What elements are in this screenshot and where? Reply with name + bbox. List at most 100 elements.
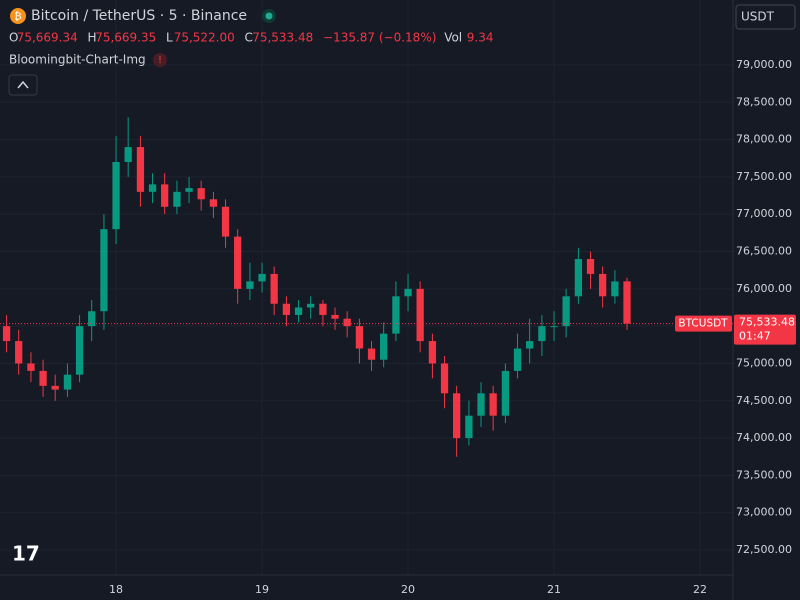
candles — [2, 117, 631, 457]
candle-body — [197, 188, 205, 200]
countdown: 01:47 — [739, 330, 771, 343]
coin-glyph: ₿ — [14, 11, 21, 23]
tv-logo: 17 — [12, 542, 40, 566]
candle-body — [88, 311, 96, 327]
volume-key: Vol — [444, 31, 462, 45]
candle-body — [550, 326, 558, 328]
candle-body — [63, 374, 72, 390]
axes: 72,500.00 73,000.00 73,500.00 74,000.00 74,5… — [0, 58, 796, 596]
y-tick-label: 73,000.00 — [736, 506, 792, 519]
candle-body — [355, 326, 364, 349]
candle-body — [501, 370, 510, 416]
indicator-name: Bloomingbit-Chart-Img — [9, 53, 146, 67]
symbol: BTCUSDT — [678, 318, 728, 330]
coin-icon — [10, 8, 26, 24]
candle-body — [112, 161, 120, 230]
candle-body — [124, 147, 132, 162]
candle-body — [319, 303, 327, 315]
candle-body — [513, 348, 522, 371]
currency: USDT — [741, 10, 775, 24]
warning-glyph: ! — [158, 55, 162, 66]
chart-title: Bitcoin / TetherUS · 5 · Binance — [31, 8, 247, 24]
candle-body — [307, 303, 315, 308]
candle-body — [416, 288, 424, 342]
candle-body — [526, 341, 534, 349]
candle-body — [477, 393, 485, 416]
candle-body — [282, 303, 291, 315]
candle-body — [392, 296, 400, 334]
candle-body — [39, 370, 47, 386]
y-tick-label: 78,500.00 — [736, 95, 792, 108]
candle-body — [331, 314, 339, 319]
candle-body — [185, 188, 193, 192]
candle-body — [161, 184, 169, 207]
ohlc-value: 75,669.34 — [17, 31, 78, 45]
y-tick-label: 76,500.00 — [736, 245, 792, 258]
x-tick-label: 19 — [255, 583, 269, 596]
candle-body — [453, 393, 461, 439]
x-tick-label: 22 — [693, 583, 707, 596]
candle-body — [100, 229, 108, 312]
candle-body — [428, 341, 437, 364]
candle-body — [136, 147, 145, 192]
candle-body — [51, 385, 59, 390]
status-dot — [265, 12, 273, 20]
candle-body — [246, 281, 254, 289]
candle-body — [598, 273, 607, 297]
collapse-arrow — [17, 80, 29, 89]
ohlc-key: C — [245, 31, 253, 45]
y-tick-label: 73,500.00 — [736, 468, 792, 481]
candle-body — [404, 288, 412, 297]
candle-body — [611, 281, 619, 297]
candle-body — [440, 363, 449, 394]
y-tick-label: 75,000.00 — [736, 356, 792, 369]
grid — [0, 0, 733, 575]
candle-body — [367, 348, 376, 360]
change: −135.87 (−0.18%) — [323, 31, 436, 45]
candle-body — [465, 415, 473, 439]
ohlc-legend: O75,669.34 H75,669.35 L 75,522.00 C 75,533.48… — [9, 31, 494, 45]
candle-body — [270, 273, 278, 304]
candle-body — [380, 333, 388, 360]
x-tick-label: 21 — [547, 583, 561, 596]
ohlc-value: 75,522.00 — [174, 31, 235, 45]
candle-body — [343, 318, 351, 327]
candle-body — [2, 326, 11, 342]
symbol-badge — [675, 315, 732, 332]
last-price-label: 75,533.48 — [739, 316, 795, 329]
y-tick-label: 78,000.00 — [736, 133, 792, 146]
ohlc-value: 75,669.35 — [95, 31, 156, 45]
candle-body — [221, 206, 230, 237]
x-tick-label: 20 — [401, 583, 415, 596]
y-tick-label: 77,500.00 — [736, 170, 792, 183]
collapse-button[interactable] — [8, 74, 38, 96]
y-tick-label: 77,000.00 — [736, 207, 792, 220]
candle-body — [489, 393, 497, 416]
y-tick-label: 79,000.00 — [736, 58, 792, 71]
currency-button[interactable] — [735, 4, 796, 30]
ohlc-key: O — [9, 31, 18, 45]
price-badge — [734, 314, 796, 345]
x-tick-label: 18 — [109, 583, 123, 596]
candle-body — [75, 326, 84, 375]
ohlc-value: 75,533.48 — [252, 31, 313, 45]
ohlc-key: H — [88, 31, 97, 45]
candle-body — [258, 273, 266, 282]
candle-body — [294, 307, 303, 315]
warning-icon — [153, 53, 167, 67]
y-tick-label: 76,000.00 — [736, 282, 792, 295]
candle-body — [234, 236, 242, 289]
candle-body — [148, 184, 157, 192]
candle-body — [586, 258, 595, 274]
candle-body — [27, 363, 35, 371]
volume: 9.34 — [467, 31, 494, 45]
candle-body — [574, 258, 583, 297]
candle-body — [562, 296, 570, 327]
y-tick-label: 74,000.00 — [736, 431, 792, 444]
y-tick-label: 74,500.00 — [736, 394, 792, 407]
candle-body — [538, 326, 546, 342]
candle-body — [623, 281, 631, 324]
y-tick-label: 72,500.00 — [736, 543, 792, 556]
candle-body — [15, 341, 23, 364]
